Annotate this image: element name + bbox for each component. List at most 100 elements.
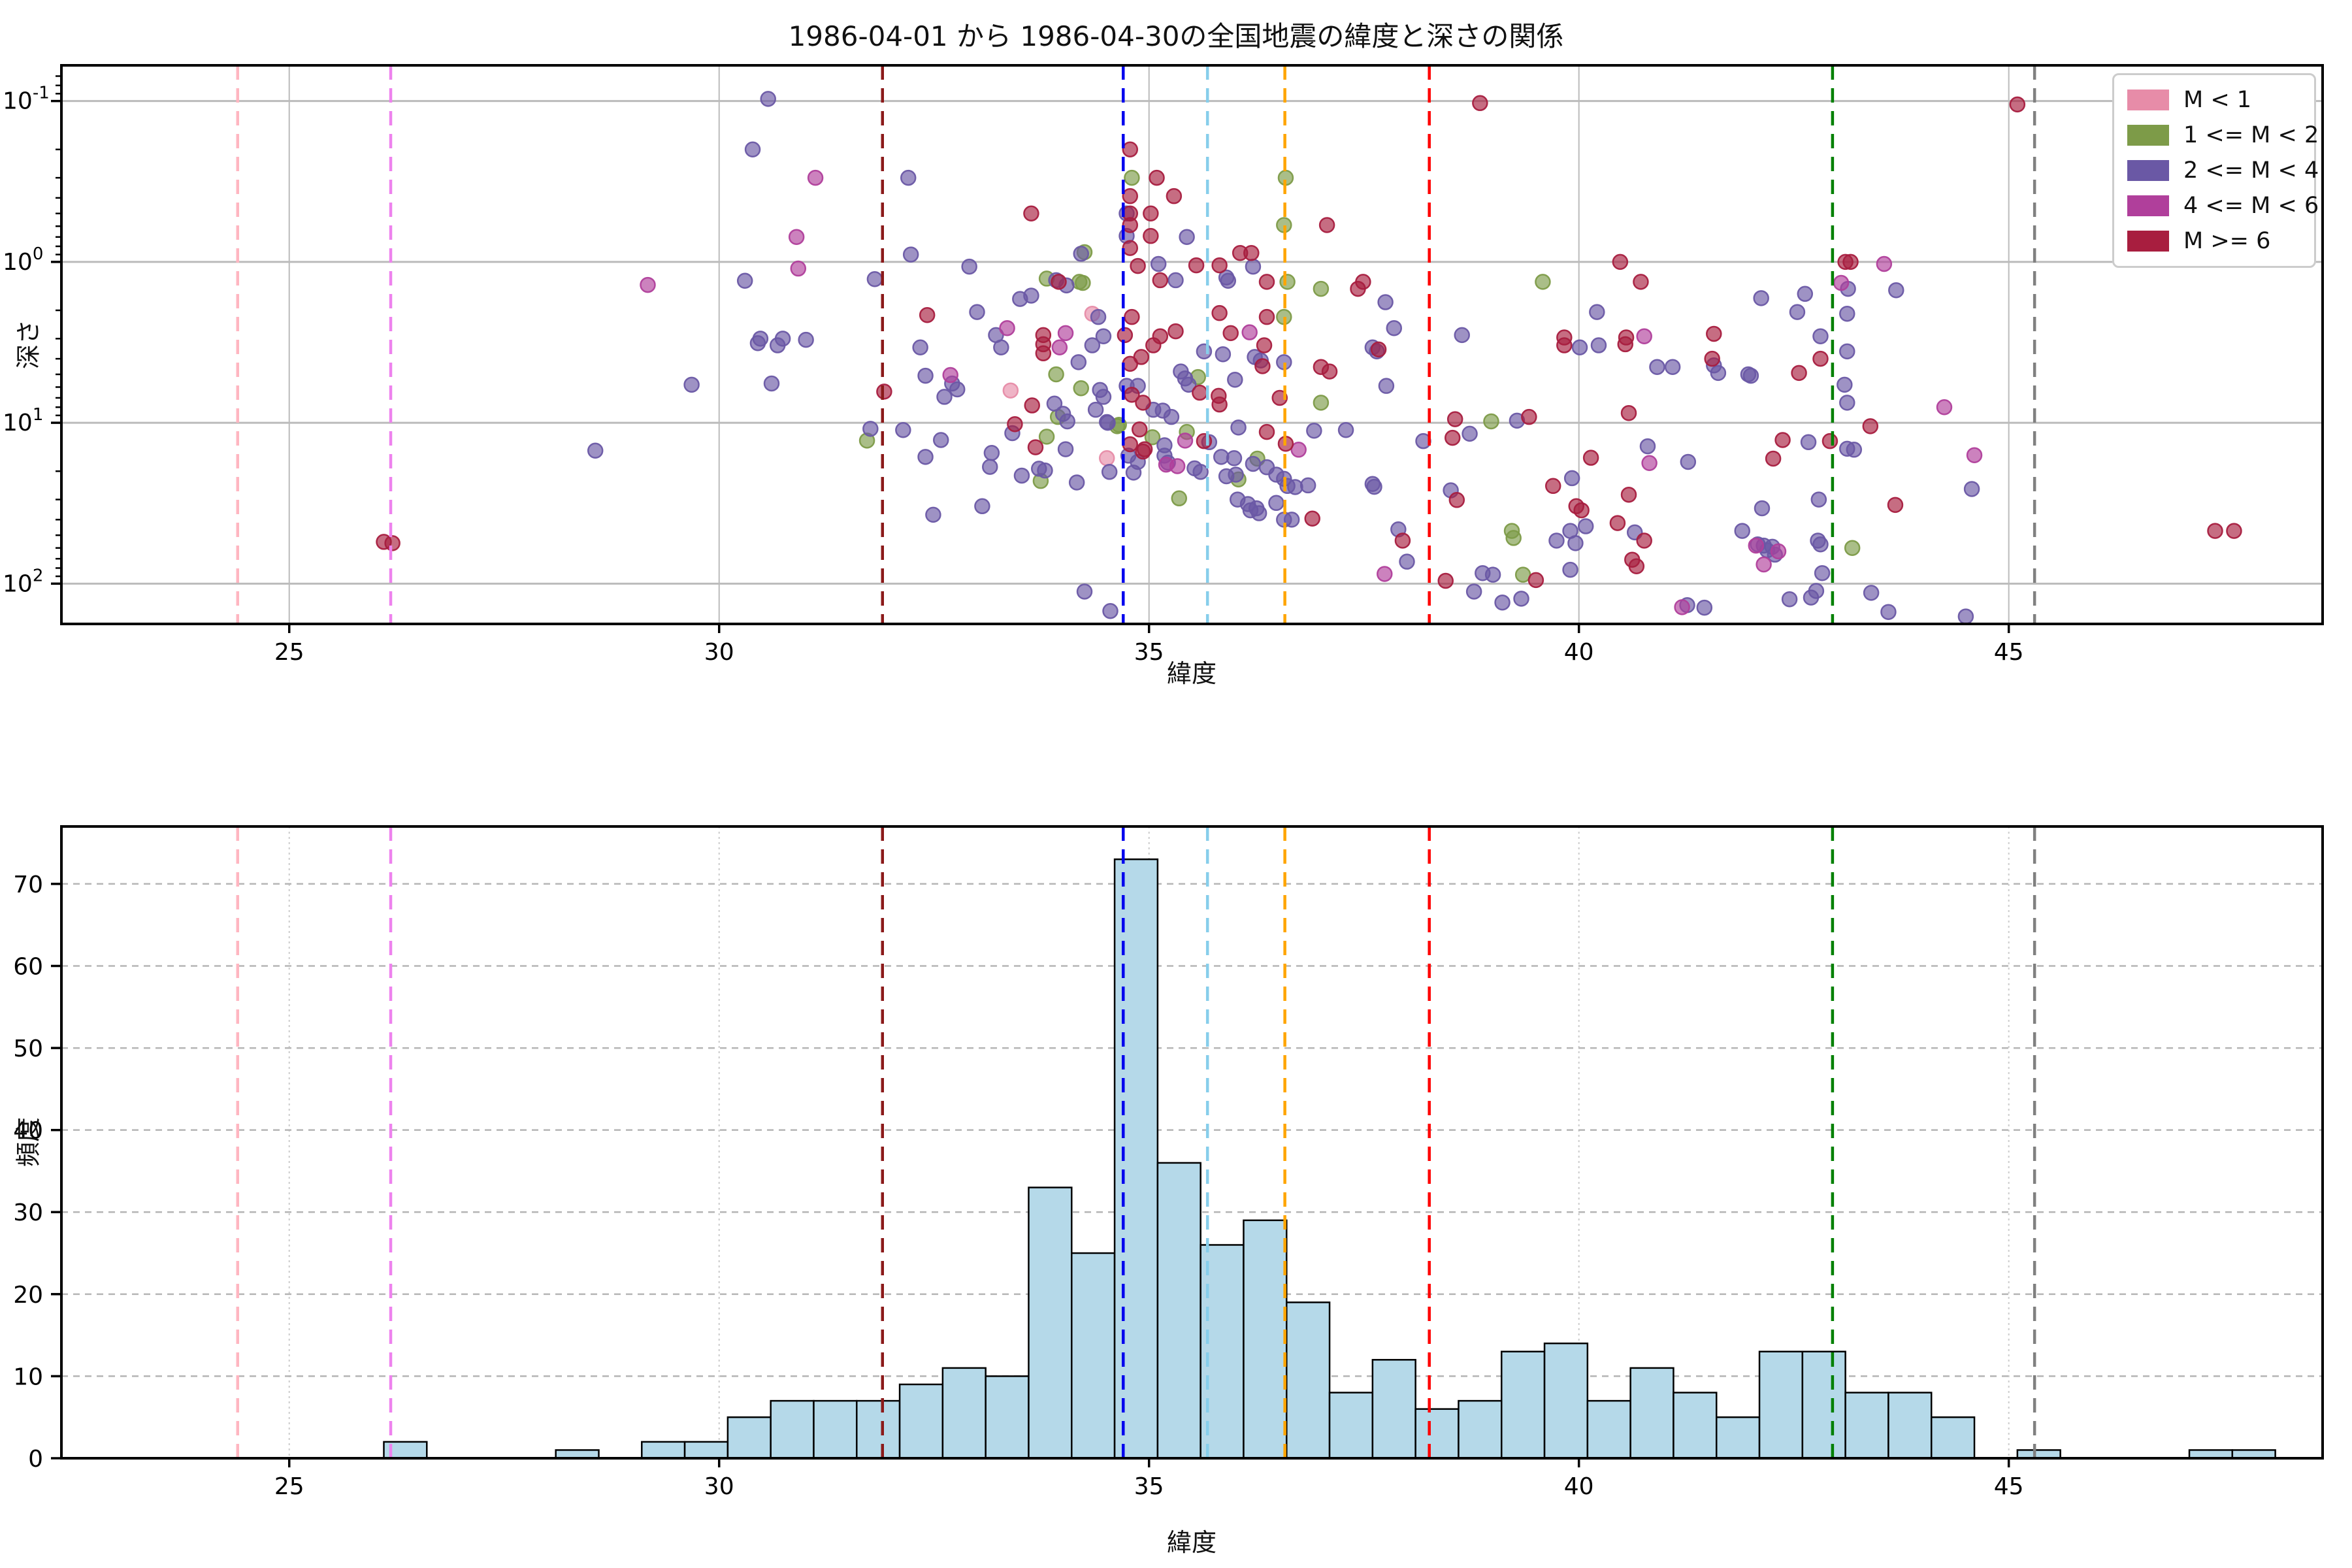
scatter-point (1462, 425, 1478, 442)
scatter-point (1888, 282, 1904, 299)
scatter-point (1639, 438, 1656, 455)
scatter-point (1527, 572, 1544, 589)
scatter-point (1377, 566, 1393, 582)
scatter-point (1582, 449, 1599, 466)
hist-bar (1414, 1408, 1460, 1460)
scatter-point (876, 384, 892, 400)
scatter-point (1936, 399, 1953, 416)
scatter-point (1620, 404, 1637, 421)
hist-bar (641, 1441, 686, 1460)
scatter-point (917, 449, 934, 465)
hist-bar (1715, 1416, 1761, 1460)
scatter-point (1963, 481, 1980, 497)
scatter-point (1254, 358, 1271, 374)
legend-item-label: M >= 6 (2183, 228, 2271, 254)
scatter-point (1313, 395, 1330, 411)
scatter-point (1386, 319, 1403, 336)
scatter-point (1279, 274, 1296, 290)
scatter-point (744, 141, 761, 158)
tick-label-x: 35 (1134, 639, 1164, 666)
scatter-point (587, 442, 604, 459)
hist-bar (1930, 1416, 1976, 1460)
scatter-point (1163, 408, 1180, 425)
scatter-point (1023, 287, 1039, 304)
tick-label-y: 10-1 (3, 84, 50, 115)
scatter-point (1073, 380, 1089, 397)
hist-bar (1500, 1350, 1546, 1460)
scatter-point (1444, 429, 1461, 446)
scatter-point (1821, 433, 1838, 449)
hist-ylabel: 頻度 (14, 1117, 43, 1168)
scatter-point (1833, 274, 1850, 291)
scatter-point (1377, 294, 1394, 310)
scatter-point (1966, 447, 1983, 463)
scatter-point (1641, 455, 1658, 472)
scatter-point (1073, 246, 1089, 262)
scatter-point (895, 422, 911, 438)
scatter-ylabel: 深さ (14, 319, 43, 370)
scatter-point (1863, 585, 1880, 601)
legend-item-0: M < 1 (2127, 87, 2301, 113)
scatter-point (1589, 304, 1605, 320)
scatter-point (1171, 490, 1188, 507)
scatter-point (1051, 274, 1067, 290)
hist-bar (1328, 1392, 1374, 1460)
tick-label-x: 25 (274, 639, 304, 666)
chart-title: 1986-04-01 から 1986-04-30の全国地震の緯度と深さの関係 (788, 20, 1564, 52)
hist-bar (985, 1375, 1030, 1460)
tick-label-x: 35 (1134, 1473, 1164, 1500)
hist-bar (683, 1441, 729, 1460)
hist-bar (1543, 1342, 1589, 1460)
scatter-point (1620, 486, 1637, 503)
scatter-point (1571, 339, 1588, 355)
hist-bar (1801, 1350, 1846, 1460)
scatter-point (1399, 553, 1415, 570)
scatter-point (1544, 478, 1561, 495)
legend-item-label: 4 <= M < 6 (2183, 193, 2319, 219)
scatter-point (1810, 491, 1827, 508)
scatter-point (1636, 328, 1652, 344)
scatter-point (1887, 497, 1904, 514)
scatter-point (1211, 396, 1228, 413)
scatter-point (1562, 561, 1578, 578)
scatter-point (917, 367, 934, 384)
hist-bar (898, 1383, 944, 1460)
hist-bar (856, 1399, 901, 1460)
scatter-point (902, 246, 919, 263)
scatter-point (900, 169, 917, 186)
legend-item-3: 4 <= M < 6 (2127, 193, 2319, 219)
scatter-point (1706, 325, 1722, 342)
scatter-point (1250, 505, 1267, 521)
hist-bar (1629, 1367, 1674, 1460)
scatter-point (1839, 395, 1855, 411)
scatter-point (1124, 169, 1140, 186)
legend-item-2: 2 <= M < 4 (2127, 157, 2319, 184)
scatter-point (1770, 543, 1787, 560)
scatter-point (1556, 337, 1573, 353)
scatter-point (1680, 453, 1697, 470)
scatter-point (1839, 305, 1855, 322)
scatter-point (736, 272, 753, 289)
hist-bar (1156, 1162, 1201, 1460)
legend-swatch-icon (2127, 90, 2169, 110)
scatter-point (1812, 536, 1829, 553)
tick-label-y: 30 (13, 1200, 43, 1226)
hist-bar (1071, 1252, 1116, 1460)
scatter-point (1370, 341, 1387, 358)
scatter-point (1299, 477, 1316, 494)
tick-label-y: 40 (13, 1118, 43, 1145)
legend-swatch-icon (2127, 195, 2169, 216)
scatter-point (1046, 395, 1063, 412)
scatter-point (932, 432, 949, 448)
scatter-point (1024, 397, 1040, 414)
scatter-point (1742, 367, 1759, 384)
scatter-point (1628, 558, 1645, 575)
scatter-point (1318, 217, 1335, 233)
scatter-point (1454, 327, 1470, 344)
scatter-point (983, 445, 1000, 461)
legend-item-label: 2 <= M < 4 (2183, 157, 2319, 184)
scatter-point (1258, 274, 1275, 290)
scatter-point (1037, 462, 1053, 479)
scatter-point (1158, 456, 1175, 473)
